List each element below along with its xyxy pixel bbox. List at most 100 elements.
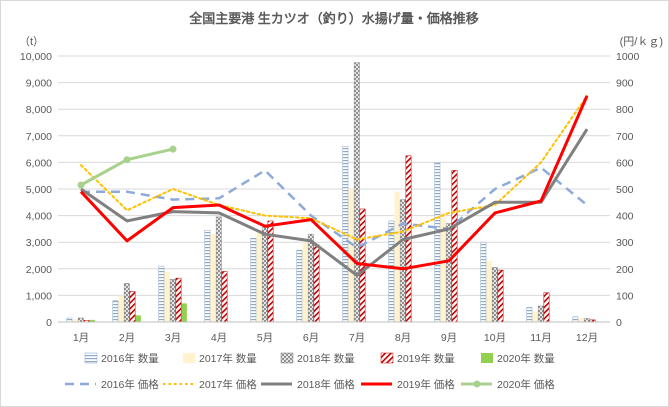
bar bbox=[399, 199, 406, 323]
legend-label: 2016年 価格 bbox=[101, 378, 159, 391]
y-right-tick-label: 600 bbox=[616, 157, 634, 169]
y-left-tick-label: 6,000 bbox=[26, 157, 52, 169]
bar bbox=[537, 305, 544, 323]
legend: 2016年 数量 2017年 数量 2018年 数量 2019年 数量 2020年 数量… bbox=[65, 352, 555, 391]
bar bbox=[302, 242, 308, 322]
y-left-tick-label: 9,000 bbox=[26, 78, 52, 90]
x-tick-label: 7月 bbox=[349, 332, 365, 344]
y-left-tick-label: 3,000 bbox=[26, 237, 52, 249]
bar bbox=[210, 234, 216, 322]
legend-label: 2017年 数量 bbox=[199, 352, 257, 365]
bar bbox=[204, 229, 211, 323]
bar bbox=[526, 307, 533, 323]
bar bbox=[123, 283, 130, 323]
x-tick-label: 12月 bbox=[576, 332, 598, 344]
legend-label: 2017年 価格 bbox=[199, 378, 257, 391]
legend-swatch bbox=[380, 352, 394, 364]
bar bbox=[135, 315, 141, 322]
y-left-tick-label: 5,000 bbox=[26, 184, 52, 196]
bar bbox=[256, 232, 262, 322]
bar bbox=[181, 303, 187, 322]
x-tick-label: 8月 bbox=[395, 332, 411, 344]
bar bbox=[445, 223, 452, 323]
bar bbox=[250, 237, 257, 323]
bar bbox=[72, 319, 78, 322]
bar bbox=[543, 292, 550, 323]
y-right-tick-label: 800 bbox=[616, 104, 634, 116]
legend-label: 2019年 数量 bbox=[397, 352, 455, 365]
bar bbox=[158, 265, 165, 323]
y-right-tick-label: 300 bbox=[616, 237, 634, 249]
y-right-tick-label: 400 bbox=[616, 211, 634, 223]
bar bbox=[480, 241, 487, 323]
x-tick-label: 6月 bbox=[303, 332, 319, 344]
x-tick-label: 10月 bbox=[484, 332, 506, 344]
bar bbox=[434, 162, 441, 323]
series-line bbox=[80, 94, 588, 241]
legend-label: 2018年 数量 bbox=[297, 352, 355, 365]
x-tick-label: 5月 bbox=[257, 332, 273, 344]
bar bbox=[169, 279, 176, 323]
legend-label: 2016年 数量 bbox=[101, 352, 159, 365]
y-left-tick-label: 7,000 bbox=[26, 131, 52, 143]
gridlines bbox=[58, 55, 610, 323]
bar bbox=[497, 269, 504, 323]
y-left-tick-label: 2,000 bbox=[26, 264, 52, 276]
bar bbox=[486, 260, 492, 322]
bar bbox=[491, 267, 498, 323]
y-left-tick-label: 4,000 bbox=[26, 211, 52, 223]
bar bbox=[112, 300, 119, 323]
bar bbox=[261, 227, 268, 323]
bar bbox=[296, 249, 303, 323]
legend-swatch bbox=[183, 353, 195, 363]
legend-label: 2020年 数量 bbox=[497, 352, 555, 365]
legend-swatch bbox=[84, 352, 98, 364]
bar bbox=[388, 220, 395, 323]
line-marker bbox=[123, 156, 131, 164]
legend-marker bbox=[473, 380, 481, 388]
bar bbox=[440, 212, 446, 322]
bar bbox=[118, 295, 124, 322]
bar bbox=[572, 316, 579, 323]
y-right-tick-label: 900 bbox=[616, 78, 634, 90]
bar bbox=[175, 277, 182, 323]
bar bbox=[394, 191, 400, 322]
series-line bbox=[81, 166, 588, 249]
bar bbox=[66, 317, 73, 323]
bar bbox=[164, 271, 170, 322]
bar bbox=[353, 62, 360, 323]
line-marker bbox=[169, 145, 177, 153]
chart-title: 全国主要港 生カツオ（釣り）水揚げ量・価格推移 bbox=[188, 11, 479, 26]
y-right-tick-label: 1000 bbox=[616, 51, 640, 63]
y-right-tick-label: 0 bbox=[616, 317, 622, 329]
legend-label: 2020年 価格 bbox=[497, 378, 555, 391]
bar bbox=[129, 291, 136, 323]
y-right-tick-label: 700 bbox=[616, 131, 634, 143]
legend-swatch bbox=[481, 353, 493, 363]
bar bbox=[532, 311, 538, 322]
y-right-tick-label: 100 bbox=[616, 290, 634, 302]
y-left-tick-label: 0 bbox=[46, 317, 52, 329]
series-line bbox=[80, 147, 174, 187]
bar bbox=[307, 233, 314, 323]
bar bbox=[77, 317, 84, 323]
bar bbox=[583, 318, 590, 323]
y-right-tick-label: 500 bbox=[616, 184, 634, 196]
x-tick-label: 9月 bbox=[441, 332, 457, 344]
legend-swatch bbox=[280, 352, 294, 364]
bar bbox=[451, 170, 458, 323]
bar-series-group bbox=[66, 62, 596, 323]
y-left-tick-label: 1,000 bbox=[26, 290, 52, 302]
bar bbox=[221, 271, 228, 323]
y-right-tick-label: 200 bbox=[616, 264, 634, 276]
axes: 0 1,000 2,000 3,000 4,000 5,000 6,000 7,000 8,00… bbox=[20, 51, 640, 344]
bar bbox=[215, 216, 222, 323]
series-line bbox=[79, 95, 589, 271]
y-left-tick-label: 10,000 bbox=[20, 51, 52, 63]
line-series-group bbox=[77, 94, 589, 277]
series-line bbox=[80, 128, 589, 277]
x-tick-label: 3月 bbox=[165, 332, 181, 344]
bar bbox=[313, 244, 320, 323]
x-tick-label: 1月 bbox=[73, 332, 89, 344]
